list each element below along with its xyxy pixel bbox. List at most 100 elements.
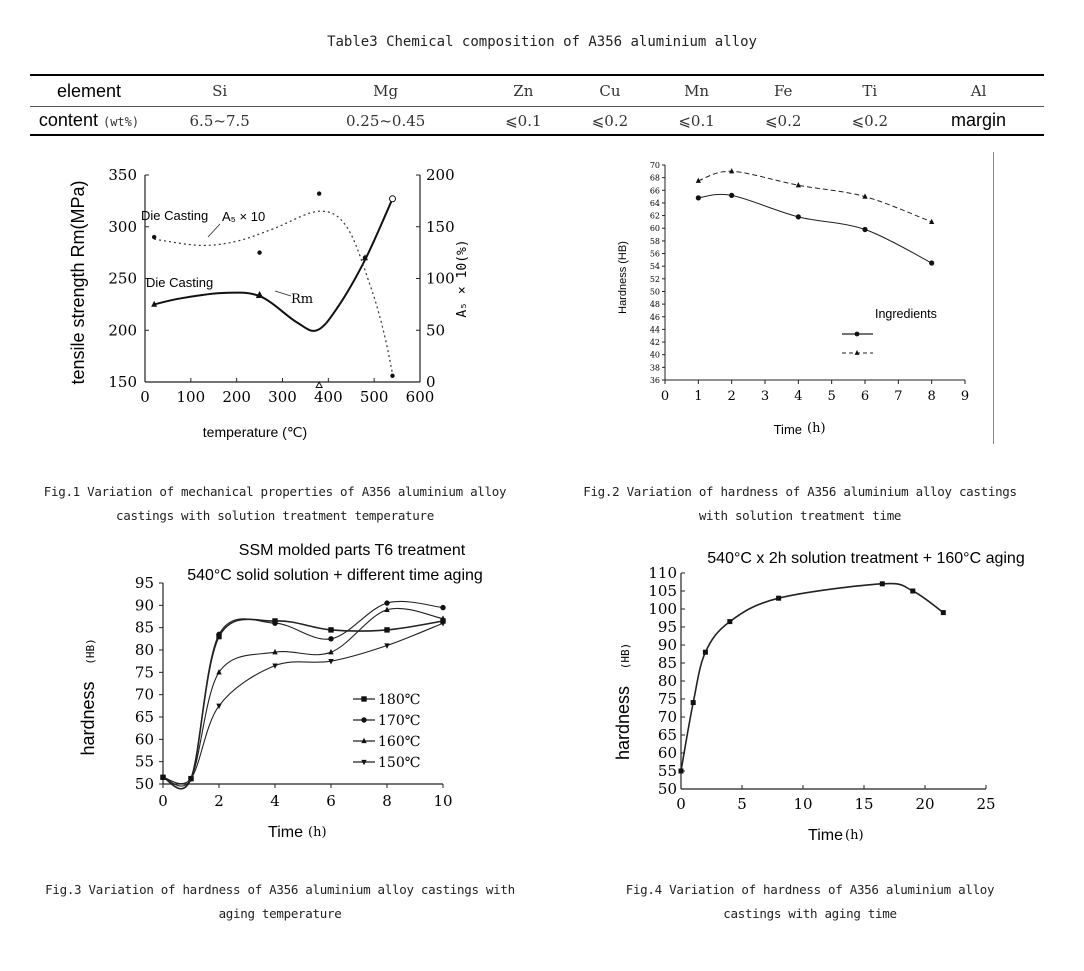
x-tick-label: 0 xyxy=(661,389,669,404)
a5-point xyxy=(151,234,157,240)
x-tick-label: 0 xyxy=(158,792,168,810)
annotation-a5: A₅ × 10 xyxy=(222,209,265,224)
y-axis-unit: (HB) xyxy=(619,643,632,670)
table-caption: Table3 Chemical composition of A356 alum… xyxy=(327,34,757,50)
annotation-die-casting-bottom: Die Casting xyxy=(146,275,213,290)
data-point xyxy=(795,182,801,188)
data-point xyxy=(690,700,696,706)
legend-title: Ingredients xyxy=(875,307,937,321)
x-tick-label: 500 xyxy=(360,388,389,406)
rm-point xyxy=(256,291,263,298)
a5-point xyxy=(390,373,395,378)
x-tick-label: 15 xyxy=(854,795,873,813)
y-tick-label: 48 xyxy=(650,300,660,309)
value-cell: ⩽0.1 xyxy=(480,106,567,136)
open-triangle-point xyxy=(315,381,324,389)
y-tick-label: 90 xyxy=(658,636,677,654)
x-axis-unit: (h) xyxy=(845,828,864,843)
y-tick-label: 44 xyxy=(650,325,660,334)
y-tick-label: 60 xyxy=(135,730,154,748)
y-tick-label: 46 xyxy=(650,313,660,322)
y-tick-label: 70 xyxy=(135,686,154,704)
header-label: element xyxy=(30,74,148,107)
y-tick-label: 95 xyxy=(658,618,677,636)
y2-tick-label: 100 xyxy=(426,270,455,288)
open-triangle-point xyxy=(255,291,264,298)
y-tick-label: 68 xyxy=(650,174,660,183)
data-point xyxy=(188,776,194,782)
legend-marker xyxy=(361,759,367,766)
figure-1-caption: Fig.1 Variation of mechanical properties… xyxy=(43,484,507,523)
value-cell: ⩽0.2 xyxy=(566,106,654,136)
value-cell: margin xyxy=(913,106,1044,136)
x-tick-label: 20 xyxy=(915,795,934,813)
data-point xyxy=(695,177,701,183)
x-tick-label: 200 xyxy=(222,388,251,406)
legend-label: 150℃ xyxy=(378,755,420,771)
legend-label: 160℃ xyxy=(378,734,420,750)
value-cell: 6.5~7.5 xyxy=(148,106,292,136)
value-cell: ⩽0.1 xyxy=(653,106,740,136)
y-tick-label: 80 xyxy=(135,641,154,659)
y-tick-label: 52 xyxy=(650,275,660,284)
y-tick-label: 64 xyxy=(650,199,660,208)
y2-axis-label: A₅ × 10(%) xyxy=(455,239,470,317)
element-cell: Al xyxy=(913,74,1044,107)
y-tick-label: 70 xyxy=(658,708,677,726)
data-point xyxy=(727,619,733,625)
y-tick-label: 55 xyxy=(658,762,677,780)
y-axis-label: Hardness (HB) xyxy=(617,241,629,314)
y-tick-label: 54 xyxy=(650,262,660,271)
data-point xyxy=(440,604,446,611)
data-point xyxy=(328,627,334,633)
x-tick-label: 2 xyxy=(214,792,224,810)
data-point xyxy=(695,195,701,201)
y-tick-label: 40 xyxy=(650,351,660,360)
x-tick-label: 7 xyxy=(894,389,902,404)
figure-2: 0 1 2 3 4 5 6 7 8 9 36 38 40 42 44 46 48 50 52 54 56 58 60 62 64… xyxy=(560,150,990,450)
composition-table: element Si Mg Zn Cu Mn Fe Ti Al content … xyxy=(30,74,1044,136)
legend-label: 170℃ xyxy=(378,713,420,729)
x-tick-label: 400 xyxy=(314,388,343,406)
data-point xyxy=(440,618,446,624)
x-tick-label: 300 xyxy=(268,388,297,406)
data-point xyxy=(384,643,390,649)
x-tick-label: 9 xyxy=(961,389,969,404)
y-tick-label: 100 xyxy=(648,600,677,618)
a5-point xyxy=(362,255,368,260)
y-tick-label: 58 xyxy=(650,237,660,246)
element-cell: Si xyxy=(148,74,292,107)
figure-3-caption: Fig.3 Variation of hardness of A356 alum… xyxy=(45,882,515,921)
y-tick-label: 66 xyxy=(650,186,660,195)
y-tick-label: 105 xyxy=(648,582,677,600)
y-axis-label: hardness xyxy=(78,681,98,755)
figure-3: SSM molded parts T6 treatment 540°C solid… xyxy=(0,536,540,846)
y-tick-label: 36 xyxy=(650,376,660,385)
chart-subtitle: 540°C solid solution + different time ag… xyxy=(187,567,483,584)
data-point xyxy=(440,615,446,621)
data-point xyxy=(384,600,390,606)
x-tick-label: 25 xyxy=(976,795,995,813)
x-tick-label: 100 xyxy=(177,388,206,406)
y-tick-label: 95 xyxy=(135,574,154,592)
y-tick-label: 110 xyxy=(648,564,677,582)
y-tick-label: 300 xyxy=(108,218,137,236)
annotation-die-casting-top: Die Casting xyxy=(141,208,208,223)
data-point xyxy=(729,192,735,198)
y-tick-label: 65 xyxy=(658,726,677,744)
x-tick-label: 2 xyxy=(728,389,736,404)
y-tick-label: 85 xyxy=(135,619,154,637)
data-point xyxy=(216,669,222,675)
annotation-rm: Rm xyxy=(291,292,313,307)
x-axis-unit: (h) xyxy=(807,421,826,436)
table-header-row: element Si Mg Zn Cu Mn Fe Ti Al xyxy=(30,74,1044,107)
element-cell: Cu xyxy=(566,74,654,107)
legend-marker xyxy=(361,717,367,723)
y-tick-label: 80 xyxy=(658,672,677,690)
data-point xyxy=(160,775,166,781)
y-tick-label: 75 xyxy=(135,663,154,681)
x-tick-label: 4 xyxy=(794,389,802,404)
y-tick-label: 50 xyxy=(658,780,677,798)
series-line xyxy=(680,582,944,772)
series-line xyxy=(698,193,932,264)
